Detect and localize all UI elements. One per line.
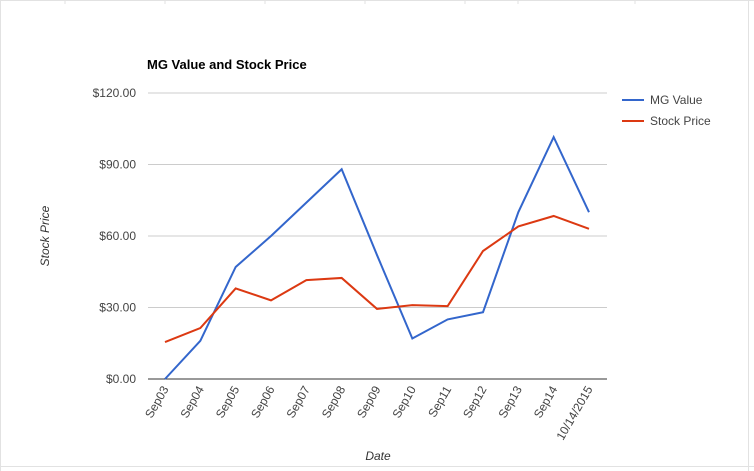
y-axis-title: Stock Price: [38, 205, 52, 266]
y-tick-label: $120.00: [93, 86, 137, 100]
x-tick-label: Sep13: [495, 383, 525, 420]
x-tick-label: Sep08: [319, 383, 349, 420]
x-tick-label: Sep03: [142, 383, 172, 420]
x-tick-label: Sep07: [283, 383, 313, 420]
y-tick-label: $0.00: [106, 372, 136, 386]
legend-label: Stock Price: [650, 114, 711, 128]
x-tick-label: Sep10: [389, 383, 419, 420]
y-tick-label: $30.00: [99, 301, 136, 315]
x-axis-title: Date: [365, 449, 391, 463]
x-tick-label: Sep06: [248, 383, 278, 420]
x-tick-label: Sep14: [531, 383, 561, 420]
series-line: [164, 214, 590, 343]
y-tick-label: $60.00: [99, 229, 136, 243]
x-tick-label: Sep04: [177, 383, 207, 420]
chart-title: MG Value and Stock Price: [147, 57, 307, 72]
x-tick-label: Sep12: [460, 383, 490, 420]
x-tick-label: 10/14/2015: [553, 383, 595, 442]
x-tick-label: Sep09: [354, 383, 384, 420]
x-tick-label: Sep11: [425, 383, 454, 420]
legend-label: MG Value: [650, 93, 703, 107]
y-tick-label: $90.00: [99, 158, 136, 172]
x-tick-label: Sep05: [213, 383, 243, 420]
series-line: [164, 134, 590, 380]
